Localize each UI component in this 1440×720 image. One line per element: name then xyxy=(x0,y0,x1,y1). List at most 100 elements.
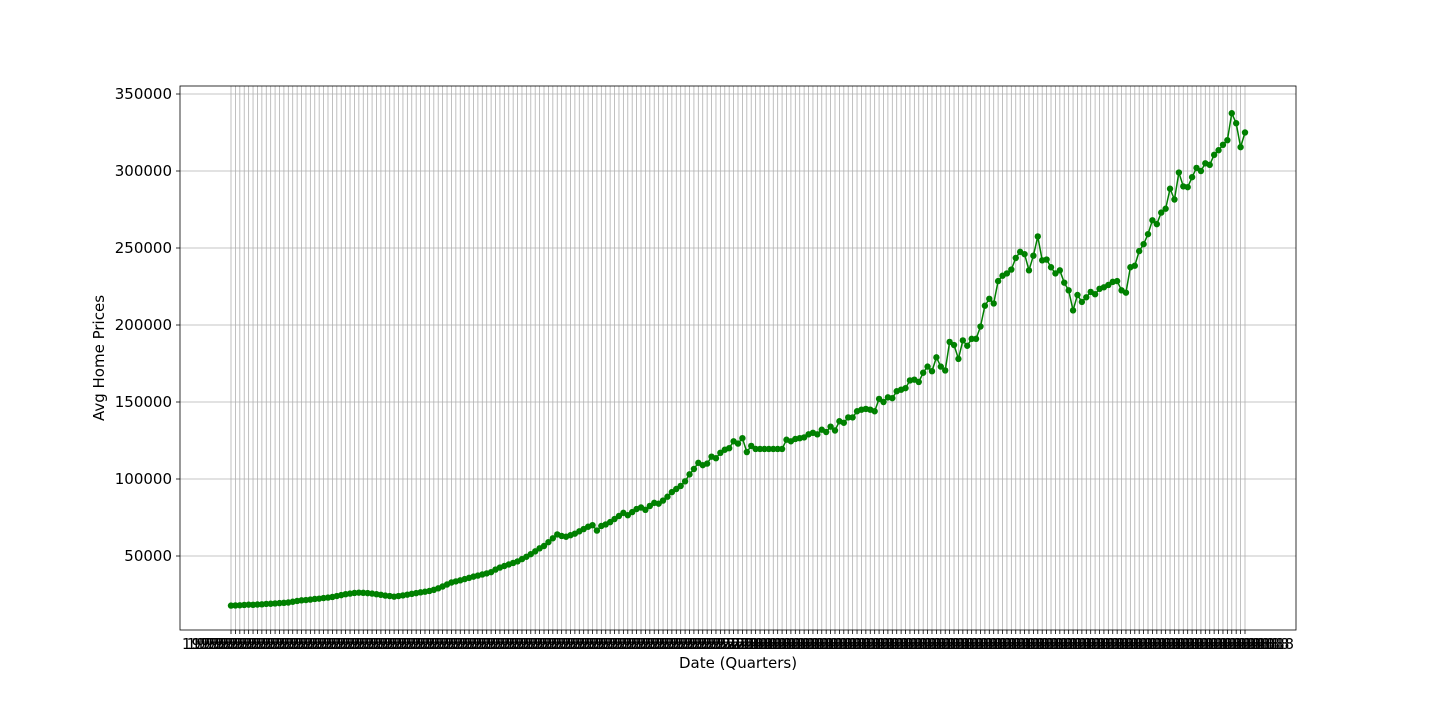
x-tick-label: 1975 xyxy=(327,635,365,653)
data-point xyxy=(1069,307,1077,314)
x-tick-label: 2018 xyxy=(740,635,778,653)
x-tick-label: 1975 xyxy=(313,635,351,653)
x-tick-label: 1975 xyxy=(693,635,731,653)
x-tick-label: 1975 xyxy=(501,635,539,653)
data-point xyxy=(545,538,552,546)
x-tick-label: 1975 xyxy=(595,635,633,653)
x-axis: 1975197519751975197519751975197519751975… xyxy=(182,630,1294,653)
x-tick-label: 2018 xyxy=(923,635,961,653)
x-tick-label: 2018 xyxy=(857,635,895,653)
x-tick-label: 1975 xyxy=(515,635,553,653)
x-tick-label: 1975 xyxy=(623,635,661,653)
x-tick-label: 2018 xyxy=(1247,635,1285,653)
x-tick-label: 1975 xyxy=(215,635,253,653)
grid-lines xyxy=(180,86,1296,630)
x-tick-label: 2018 xyxy=(1096,635,1134,653)
x-tick-label: 2018 xyxy=(1068,635,1106,653)
x-tick-label: 1975 xyxy=(609,635,647,653)
data-point xyxy=(1122,289,1130,296)
data-point xyxy=(1166,185,1174,192)
data-point xyxy=(1140,240,1147,248)
x-tick-label: 2018 xyxy=(1031,635,1069,653)
x-tick-label: 1975 xyxy=(332,635,370,653)
x-tick-label: 2018 xyxy=(881,635,919,653)
x-tick-label: 1975 xyxy=(351,635,389,653)
x-tick-label: 1975 xyxy=(482,635,520,653)
x-tick-label: 1975 xyxy=(430,635,468,653)
x-tick-label: 1975 xyxy=(670,635,708,653)
data-point xyxy=(928,368,936,375)
data-point xyxy=(831,427,839,434)
x-tick-label: 2018 xyxy=(1139,635,1177,653)
x-tick-label: 1975 xyxy=(534,635,572,653)
x-tick-label: 2018 xyxy=(1171,635,1209,653)
x-tick-label: 2018 xyxy=(1232,635,1270,653)
x-tick-label: 1975 xyxy=(590,635,628,653)
x-tick-label: 2018 xyxy=(1050,635,1088,653)
x-tick-label: 1975 xyxy=(262,635,300,653)
x-tick-label: 2018 xyxy=(1186,635,1224,653)
x-tick-label: 1975 xyxy=(299,635,337,653)
x-tick-label: 2018 xyxy=(1045,635,1083,653)
x-tick-label: 2018 xyxy=(1134,635,1172,653)
x-tick-label: 2018 xyxy=(928,635,966,653)
x-tick-label: 1975 xyxy=(487,635,525,653)
data-point xyxy=(937,363,944,370)
x-tick-label: 1975 xyxy=(538,635,576,653)
x-tick-label: 2018 xyxy=(853,635,891,653)
x-tick-label: 1975 xyxy=(229,635,267,653)
x-tick-label: 2018 xyxy=(721,635,759,653)
x-tick-label: 2018 xyxy=(1214,635,1252,653)
data-point xyxy=(642,506,649,513)
x-tick-label: 2018 xyxy=(787,635,825,653)
x-tick-label: 2018 xyxy=(890,635,928,653)
x-tick-label: 1975 xyxy=(323,635,361,653)
x-tick-label: 2018 xyxy=(951,635,989,653)
x-tick-label: 1975 xyxy=(355,635,393,653)
x-tick-label: 1975 xyxy=(276,635,314,653)
x-tick-label: 2018 xyxy=(1218,635,1256,653)
x-tick-label: 2018 xyxy=(1021,635,1059,653)
data-point xyxy=(972,335,980,343)
x-tick-label: 1975 xyxy=(416,635,454,653)
x-tick-label: 1975 xyxy=(365,635,403,653)
x-tick-label: 1975 xyxy=(337,635,375,653)
x-tick-label: 1975 xyxy=(304,635,342,653)
data-point xyxy=(915,378,922,386)
x-tick-label: 1975 xyxy=(679,635,717,653)
x-tick-label: 2018 xyxy=(1143,635,1181,653)
x-tick-label: 1975 xyxy=(266,635,304,653)
data-point xyxy=(677,482,684,490)
data-point xyxy=(942,367,949,374)
x-tick-label: 2018 xyxy=(1153,635,1191,653)
data-point xyxy=(1078,298,1086,306)
x-tick-label: 2018 xyxy=(965,635,1003,653)
x-tick-label: 2018 xyxy=(1167,635,1205,653)
data-point xyxy=(549,535,557,542)
data-point xyxy=(1210,151,1218,159)
x-tick-label: 2018 xyxy=(843,635,881,653)
x-tick-label: 1975 xyxy=(384,635,422,653)
x-tick-label: 1975 xyxy=(684,635,722,653)
data-point xyxy=(1215,147,1222,154)
x-tick-label: 2018 xyxy=(975,635,1013,653)
x-tick-label: 2018 xyxy=(1003,635,1041,653)
x-tick-label: 1975 xyxy=(388,635,426,653)
x-tick-label: 1975 xyxy=(210,635,248,653)
x-tick-label: 2018 xyxy=(1059,635,1097,653)
x-tick-label: 1975 xyxy=(477,635,515,653)
x-tick-label: 1975 xyxy=(707,635,745,653)
x-tick-label: 2018 xyxy=(867,635,905,653)
x-tick-label: 2018 xyxy=(796,635,834,653)
x-tick-label: 2018 xyxy=(1026,635,1064,653)
x-tick-label: 1975 xyxy=(280,635,318,653)
data-point xyxy=(1241,129,1249,136)
data-point xyxy=(690,465,698,473)
x-tick-label: 2018 xyxy=(1228,635,1266,653)
data-point xyxy=(1025,267,1033,274)
data-point xyxy=(1003,270,1011,277)
x-tick-label: 1975 xyxy=(233,635,271,653)
x-tick-label: 2018 xyxy=(824,635,862,653)
x-tick-label: 1975 xyxy=(717,635,755,653)
data-point xyxy=(1083,294,1090,301)
